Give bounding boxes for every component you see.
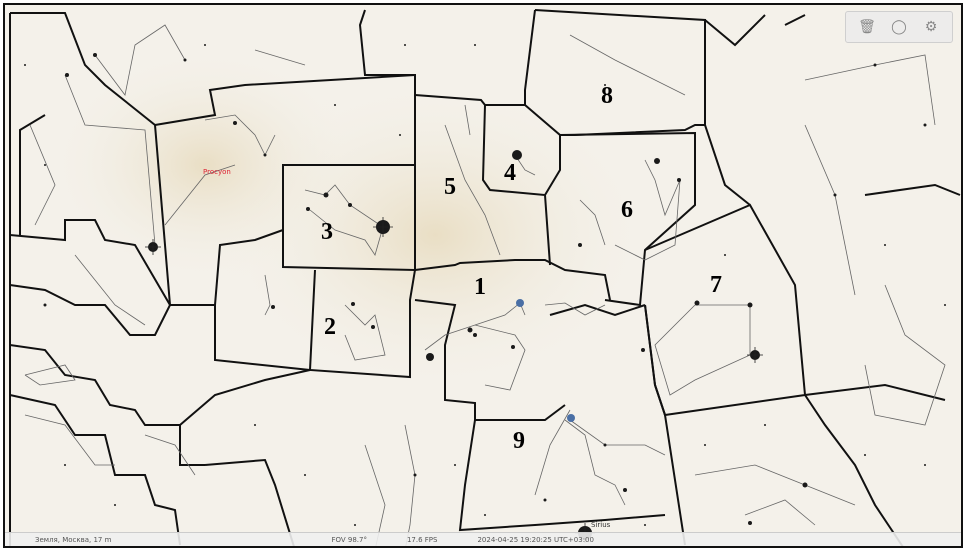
bottom-star-label: Sirius (591, 521, 611, 529)
sky-map-frame[interactable]: 1 2 3 4 5 6 7 8 9 Procyon Sirius 🗑 ◯ ⚙ З… (3, 3, 963, 548)
red-star-label: Procyon (203, 168, 231, 176)
label-4: 4 (504, 160, 516, 186)
sky-chart[interactable] (5, 5, 963, 548)
label-9: 9 (513, 428, 525, 454)
status-location: Земля, Москва, 17 m (35, 535, 112, 544)
milky-way-glow-2 (45, 45, 365, 285)
label-3: 3 (321, 219, 333, 245)
label-2: 2 (324, 314, 336, 340)
status-bar: Земля, Москва, 17 m FOV 98.7° 17.6 FPS 2… (5, 532, 961, 546)
label-7: 7 (710, 272, 722, 298)
status-fov: FOV 98.7° (331, 535, 367, 544)
status-datetime: 2024-04-25 19:20:25 UTC+03:00 (477, 535, 594, 544)
settings-icon[interactable]: ⚙ (924, 19, 938, 35)
status-fps: 17.6 FPS (406, 535, 438, 544)
label-6: 6 (621, 197, 633, 223)
trash-icon[interactable]: 🗑 (858, 19, 876, 35)
toolbar: 🗑 ◯ ⚙ (845, 11, 953, 43)
label-5: 5 (444, 174, 456, 200)
label-1: 1 (474, 274, 486, 300)
circle-icon[interactable]: ◯ (891, 19, 907, 35)
label-8: 8 (601, 83, 613, 109)
constellation-boundaries (9, 9, 961, 546)
